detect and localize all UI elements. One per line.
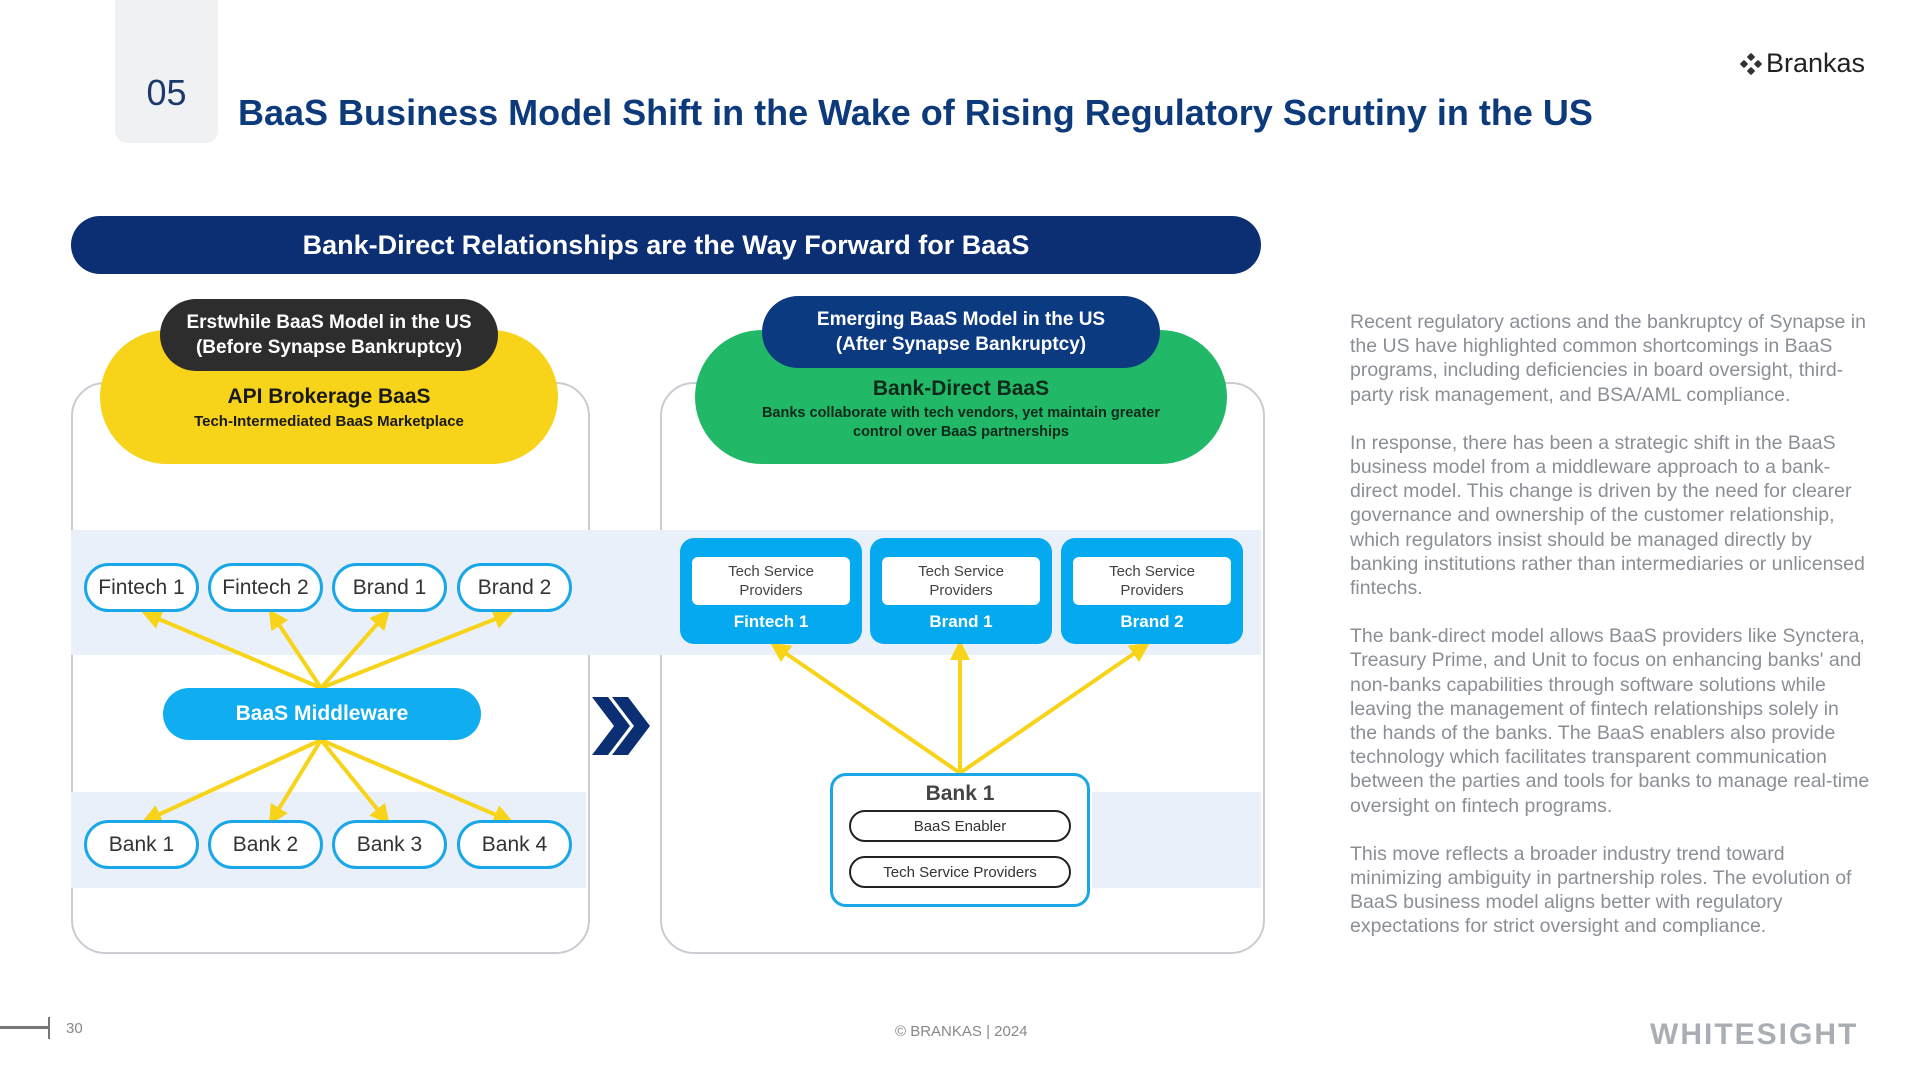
arrow-to-brand-1 <box>319 609 390 690</box>
brankas-mark-icon <box>1740 52 1762 75</box>
card-line1: Tech Service <box>1109 563 1195 580</box>
baas-enabler-pill: BaaS Enabler <box>849 810 1071 842</box>
arrow-to-fintech-2 <box>268 608 323 690</box>
body-text: Recent regulatory actions and the bankru… <box>1350 310 1870 963</box>
paragraph-4: This move reflects a broader industry tr… <box>1350 842 1852 938</box>
card-fintech-1: Tech Service Providers Fintech 1 <box>680 538 862 644</box>
shift-chevrons-icon <box>592 697 650 755</box>
node-bank-1: Bank 1 <box>84 820 199 869</box>
arrow-to-bank-3 <box>319 738 390 825</box>
bank-1-box: Bank 1 BaaS Enabler Tech Service Provide… <box>830 773 1090 907</box>
arrow-to-bank-1 <box>141 738 322 824</box>
node-bank-2: Bank 2 <box>208 820 323 869</box>
card-line1: Tech Service <box>728 563 814 580</box>
card-tech-providers: Tech Service Providers <box>692 557 850 605</box>
page-title: BaaS Business Model Shift in the Wake of… <box>238 92 1593 133</box>
arrow-to-bank-2 <box>268 738 323 826</box>
card-line2: Providers <box>929 582 993 599</box>
page-tick <box>48 1017 50 1039</box>
arrow-to-brand-2 <box>320 609 514 690</box>
tech-service-providers-pill: Tech Service Providers <box>849 856 1071 888</box>
bank-direct-subtitle: Banks collaborate with tech vendors, yet… <box>695 404 1227 442</box>
emerging-line2: (After Synapse Bankruptcy) <box>835 334 1087 355</box>
node-bank-3: Bank 3 <box>332 820 447 869</box>
copyright: © BRANKAS | 2024 <box>895 1023 1028 1040</box>
arrow-to-card-fintech-1 <box>770 642 962 775</box>
arrow-to-card-brand-2 <box>958 642 1150 775</box>
banner: Bank-Direct Relationships are the Way Fo… <box>71 216 1261 274</box>
node-bank-4: Bank 4 <box>457 820 572 869</box>
card-brand-1: Tech Service Providers Brand 1 <box>870 538 1052 644</box>
baas-middleware: BaaS Middleware <box>163 688 481 740</box>
brand-logo: Brankas <box>1740 48 1865 79</box>
node-fintech-2: Fintech 2 <box>208 563 323 612</box>
card-line1: Tech Service <box>918 563 1004 580</box>
right-bottom-band <box>1092 792 1261 888</box>
erstwhile-line2: (Before Synapse Bankruptcy) <box>195 337 463 358</box>
api-brokerage-title: API Brokerage BaaS <box>227 385 431 408</box>
card-line2: Providers <box>739 582 803 599</box>
brand-name: Brankas <box>1766 48 1866 78</box>
node-fintech-1: Fintech 1 <box>84 563 199 612</box>
page-number: 30 <box>66 1020 83 1037</box>
page-line <box>0 1026 48 1029</box>
bank-direct-title: Bank-Direct BaaS <box>872 377 1050 400</box>
bank-direct-sub1: Banks collaborate with tech vendors, yet… <box>761 405 1161 421</box>
card-tech-providers: Tech Service Providers <box>882 557 1040 605</box>
paragraph-1: Recent regulatory actions and the bankru… <box>1350 311 1866 406</box>
erstwhile-line1: Erstwhile BaaS Model in the US <box>186 312 472 333</box>
paragraph-3: The bank-direct model allows BaaS provid… <box>1350 625 1870 817</box>
erstwhile-model-label: Erstwhile BaaS Model in the US (Before S… <box>160 299 498 371</box>
node-brand-1: Brand 1 <box>332 563 447 612</box>
card-label: Brand 1 <box>929 612 993 631</box>
api-brokerage-subtitle: Tech-Intermediated BaaS Marketplace <box>194 413 464 430</box>
section-number: 05 <box>146 72 187 113</box>
card-label: Fintech 1 <box>733 612 809 631</box>
node-brand-2: Brand 2 <box>457 563 572 612</box>
watermark: WHITESIGHT <box>1650 1018 1859 1051</box>
emerging-line1: Emerging BaaS Model in the US <box>816 309 1106 330</box>
bank-direct-sub2: control over BaaS partnerships <box>853 424 1069 440</box>
card-line2: Providers <box>1120 582 1184 599</box>
card-label: Brand 2 <box>1120 612 1184 631</box>
emerging-model-label: Emerging BaaS Model in the US (After Syn… <box>762 296 1160 368</box>
section-tab <box>115 0 218 143</box>
arrow-to-bank-4 <box>320 738 514 824</box>
card-brand-2: Tech Service Providers Brand 2 <box>1061 538 1243 644</box>
paragraph-2: In response, there has been a strategic … <box>1350 431 1865 600</box>
arrow-to-fintech-1 <box>141 610 322 690</box>
card-tech-providers: Tech Service Providers <box>1073 557 1231 605</box>
bank-1-title: Bank 1 <box>925 782 995 805</box>
